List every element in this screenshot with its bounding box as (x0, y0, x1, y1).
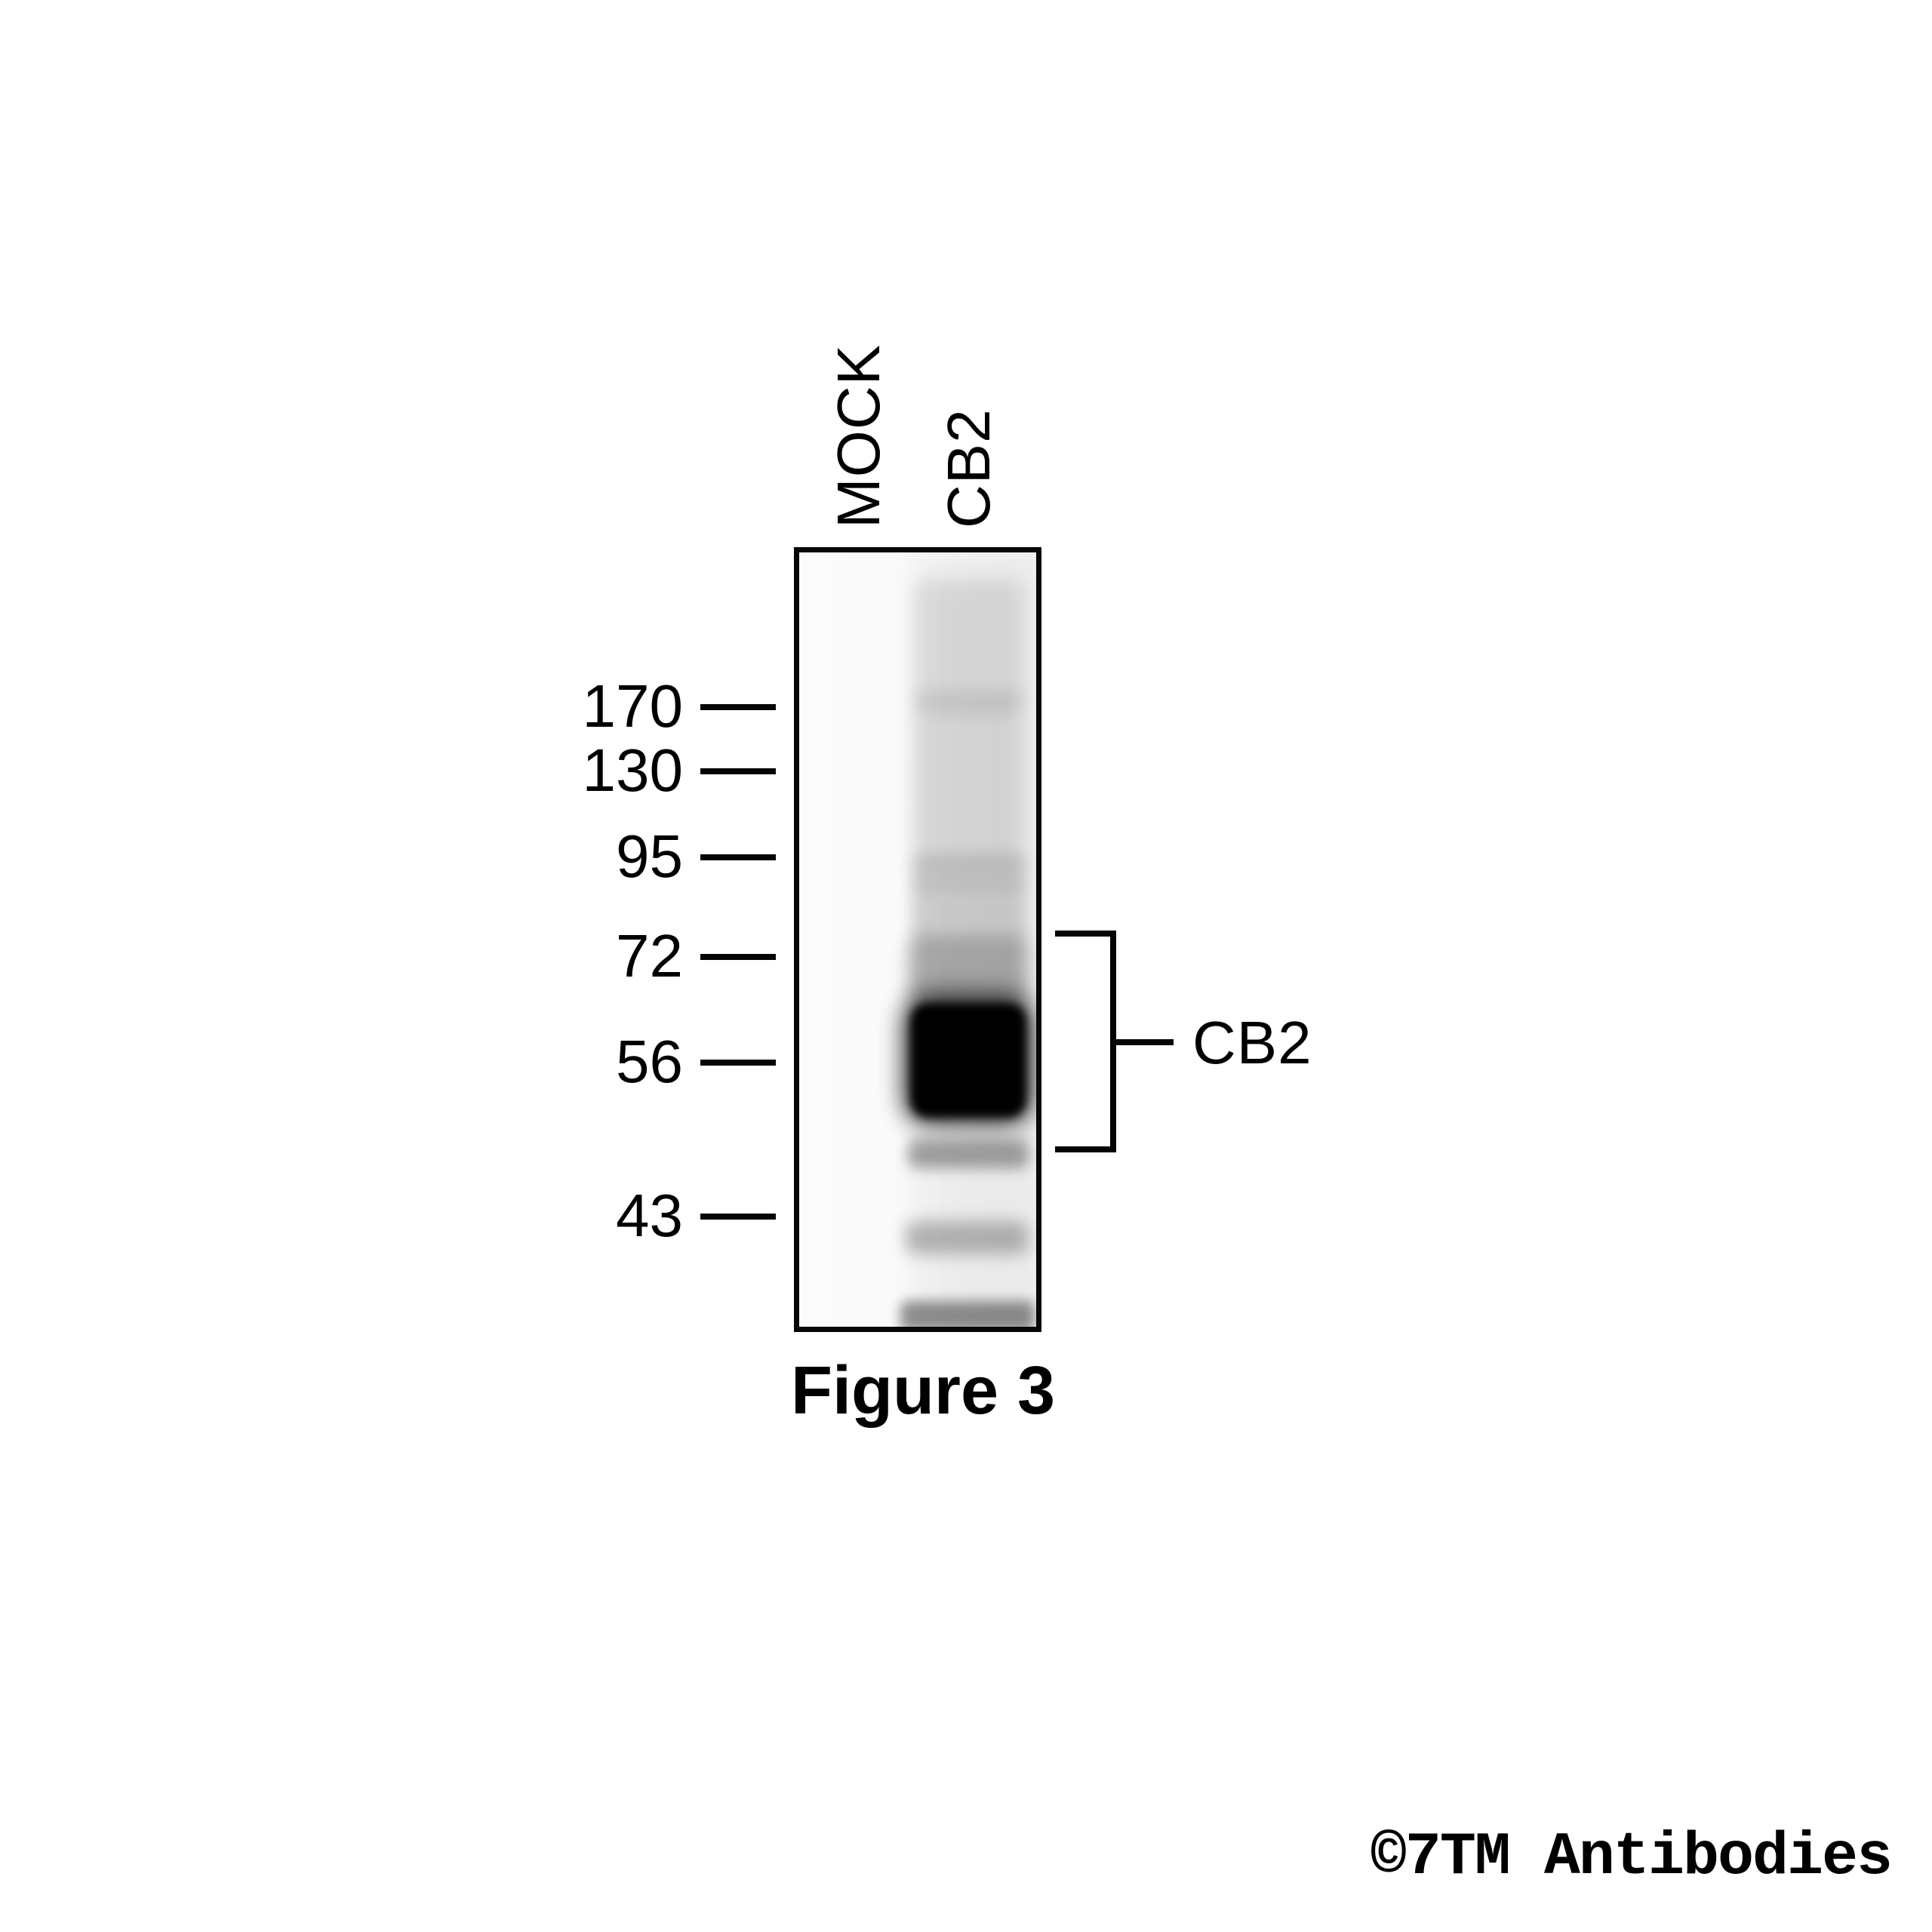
marker-tick-170 (700, 704, 776, 710)
marker-label-43: 43 (616, 1182, 683, 1249)
lane-label-cb2: CB2 (935, 408, 1002, 528)
marker-tick-130 (700, 768, 776, 774)
marker-label-72: 72 (616, 922, 683, 989)
copyright-watermark: ©7TM Antibodies (1370, 1823, 1893, 1892)
blot-band-40 (905, 1221, 1029, 1254)
blot-smear-low (912, 883, 1026, 945)
marker-label-130: 130 (582, 737, 683, 804)
bracket-leader-line (1116, 1039, 1174, 1045)
marker-label-95: 95 (616, 823, 683, 890)
lane-label-mock: MOCK (825, 344, 892, 528)
bracket-vertical-line (1110, 931, 1116, 1152)
marker-tick-72 (700, 954, 776, 960)
blot-band-bottom (900, 1301, 1035, 1327)
band-annotation-label: CB2 (1192, 1009, 1312, 1076)
marker-label-170: 170 (582, 672, 683, 740)
marker-tick-95 (700, 854, 776, 860)
blot-band-49 (908, 1140, 1029, 1168)
marker-tick-56 (700, 1060, 776, 1066)
western-blot-membrane (794, 547, 1041, 1332)
blot-smear-mid (914, 692, 1023, 866)
figure-caption: Figure 3 (791, 1353, 1056, 1429)
marker-label-56: 56 (616, 1028, 683, 1095)
bracket-bottom-arm (1055, 1146, 1116, 1152)
blot-blob-core (911, 1004, 1026, 1117)
marker-tick-43 (700, 1214, 776, 1220)
blot-smear-top (914, 580, 1023, 712)
blot-band-95 (912, 856, 1026, 888)
bracket-top-arm (1055, 931, 1116, 937)
blot-smear-preblob (909, 939, 1027, 1005)
